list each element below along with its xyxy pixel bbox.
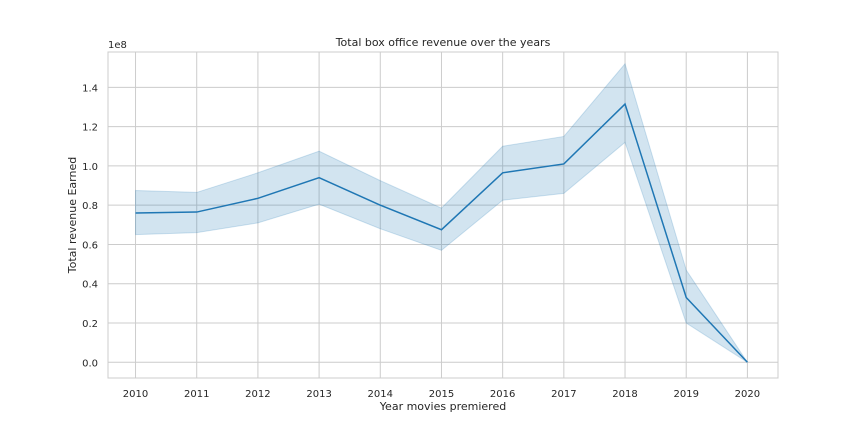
y-tick-label: 0.6 (82, 240, 98, 251)
x-axis-label: Year movies premiered (379, 400, 506, 413)
y-tick-label: 1.4 (82, 83, 98, 94)
plot-frame (107, 51, 779, 379)
x-tick-label: 2010 (123, 389, 148, 400)
x-tick-label: 2017 (551, 389, 576, 400)
y-axis-label: Total revenue Earned (66, 157, 79, 274)
x-tick-label: 2013 (306, 389, 331, 400)
x-tick-label: 2012 (245, 389, 270, 400)
x-tick-label: 2019 (673, 389, 698, 400)
x-tick-label: 2016 (490, 389, 515, 400)
x-tick-labels: 2010 2011 2012 2013 2014 2015 2016 2017 2018 2019… (123, 389, 760, 400)
y-tick-label: 0.0 (82, 358, 98, 369)
x-tick-label: 2014 (368, 389, 393, 400)
y-tick-label: 0.2 (82, 319, 98, 330)
series-line (135, 102, 748, 363)
x-gridlines (135, 52, 748, 378)
x-tick-label: 2020 (735, 389, 760, 400)
y-tick-label: 1.0 (82, 162, 98, 173)
y-tick-label: 1.2 (82, 123, 98, 134)
x-tick-label: 2015 (429, 389, 454, 400)
x-tick-label: 2011 (184, 389, 209, 400)
x-tick-label: 2018 (612, 389, 637, 400)
y-tick-label: 0.4 (82, 280, 98, 291)
y-tick-label: 0.8 (82, 201, 98, 212)
y-tick-labels: 0.0 0.2 0.4 0.6 0.8 1.0 1.2 1.4 (82, 83, 98, 369)
y-offset-label: 1e8 (108, 40, 127, 51)
confidence-band (135, 62, 748, 363)
chart-title: Total box office revenue over the years (335, 36, 551, 49)
y-gridlines (108, 86, 778, 363)
